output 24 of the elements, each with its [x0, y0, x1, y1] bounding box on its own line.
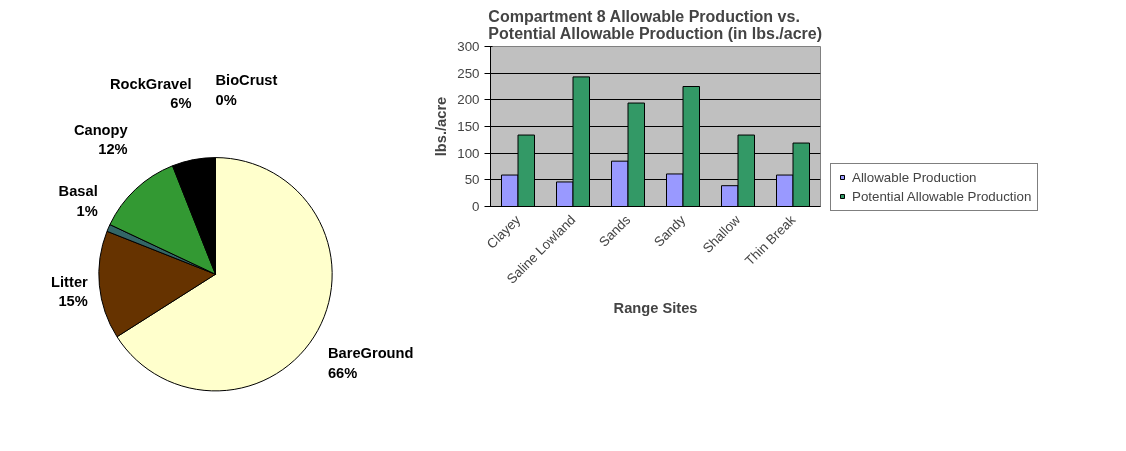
y-tick-label: 300	[457, 39, 480, 54]
data-label: 66%	[327, 364, 358, 381]
legend-label: Potential Allowable Production	[852, 188, 1032, 204]
y-tick-label: 200	[457, 92, 480, 108]
y-tick-label: 0	[472, 199, 480, 214]
slice-label: Basal	[58, 183, 98, 200]
slice-label: RockGravel	[109, 75, 192, 92]
data-label: 6%	[170, 94, 192, 111]
text: 0%	[215, 91, 237, 108]
data-label: 15%	[58, 293, 88, 310]
y-axis-title: lbs./acre	[433, 96, 450, 157]
x-axis-title: Range Sites	[613, 300, 698, 317]
y-tick-label: 150	[457, 119, 480, 134]
data-label: 12%	[98, 141, 128, 158]
y-tick-label: 50	[464, 172, 480, 188]
data-label: 1%	[76, 202, 98, 219]
y-tick-label: 250	[457, 65, 480, 81]
y-tick-label: 100	[457, 145, 480, 161]
chart-title: Compartment 8 Allowable Production vs. Potential Allowable Production (in lbs./acre)	[488, 7, 823, 42]
category-label: BioCrust	[215, 72, 278, 89]
slice-label: Litter	[51, 273, 89, 290]
slice-label: BareGround	[327, 345, 414, 362]
legend-label: Allowable Production	[852, 169, 977, 185]
slice-label: Canopy	[73, 122, 129, 139]
